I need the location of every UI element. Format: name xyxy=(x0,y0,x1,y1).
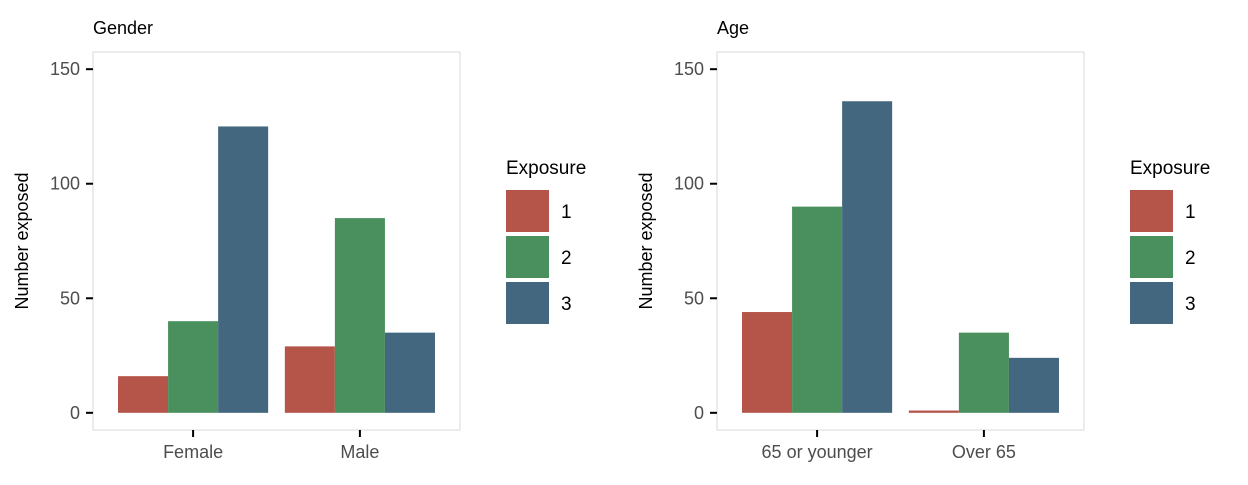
x-tick-label: Over 65 xyxy=(952,442,1016,462)
legend-label-3: 3 xyxy=(561,294,572,315)
y-tick-label: 100 xyxy=(50,174,80,194)
x-tick-label: 65 or younger xyxy=(762,442,873,462)
y-axis-label: Number exposed xyxy=(12,172,32,309)
legend-label-1: 1 xyxy=(1185,202,1196,223)
legend-key-1 xyxy=(506,190,549,232)
chart-title: Gender xyxy=(93,18,153,38)
legend-key-2 xyxy=(1130,236,1173,278)
y-tick-label: 50 xyxy=(60,288,80,308)
legend-title: Exposure xyxy=(506,158,586,179)
chart-title: Age xyxy=(717,18,749,38)
chart-panel-1: Gender 0 50 100 150 Number exposed Female Male E… xyxy=(12,18,586,462)
x-tick-label: Female xyxy=(163,442,223,462)
legend-key-3 xyxy=(1130,282,1173,324)
y-tick-label: 0 xyxy=(694,403,704,423)
legend-label-2: 2 xyxy=(561,248,572,269)
chart-panel-2: Age 0 50 100 150 Number exposed 65 or younger O… xyxy=(636,18,1210,462)
legend: Exposure 1 2 3 xyxy=(1130,158,1210,324)
y-axis-label: Number exposed xyxy=(636,172,656,309)
y-tick-label: 0 xyxy=(70,403,80,423)
legend-title: Exposure xyxy=(1130,158,1210,179)
y-tick-label: 150 xyxy=(50,59,80,79)
panel-border xyxy=(92,51,461,431)
legend: Exposure 1 2 3 xyxy=(506,158,586,324)
y-tick-label: 150 xyxy=(674,59,704,79)
bar-male-series-3 xyxy=(384,332,435,413)
bar-male-series-2 xyxy=(334,218,385,413)
x-tick-label: Male xyxy=(340,442,379,462)
bar-65-or-younger-series-3 xyxy=(842,101,893,413)
bar-over-65-series-2 xyxy=(958,332,1009,413)
bar-female-series-2 xyxy=(168,321,219,413)
legend-key-3 xyxy=(506,282,549,324)
legend-label-1: 1 xyxy=(561,202,572,223)
bar-female-series-1 xyxy=(118,376,169,413)
legend-label-2: 2 xyxy=(1185,248,1196,269)
bar-female-series-3 xyxy=(218,126,269,413)
bar-65-or-younger-series-1 xyxy=(742,312,793,413)
bar-over-65-series-3 xyxy=(1008,357,1059,413)
bar-over-65-series-1 xyxy=(908,410,959,413)
legend-key-2 xyxy=(506,236,549,278)
panel-border xyxy=(716,51,1085,431)
y-tick-label: 50 xyxy=(684,288,704,308)
y-tick-label: 100 xyxy=(674,174,704,194)
legend-label-3: 3 xyxy=(1185,294,1196,315)
bar-male-series-1 xyxy=(284,346,335,413)
bar-65-or-younger-series-2 xyxy=(792,206,843,413)
legend-key-1 xyxy=(1130,190,1173,232)
